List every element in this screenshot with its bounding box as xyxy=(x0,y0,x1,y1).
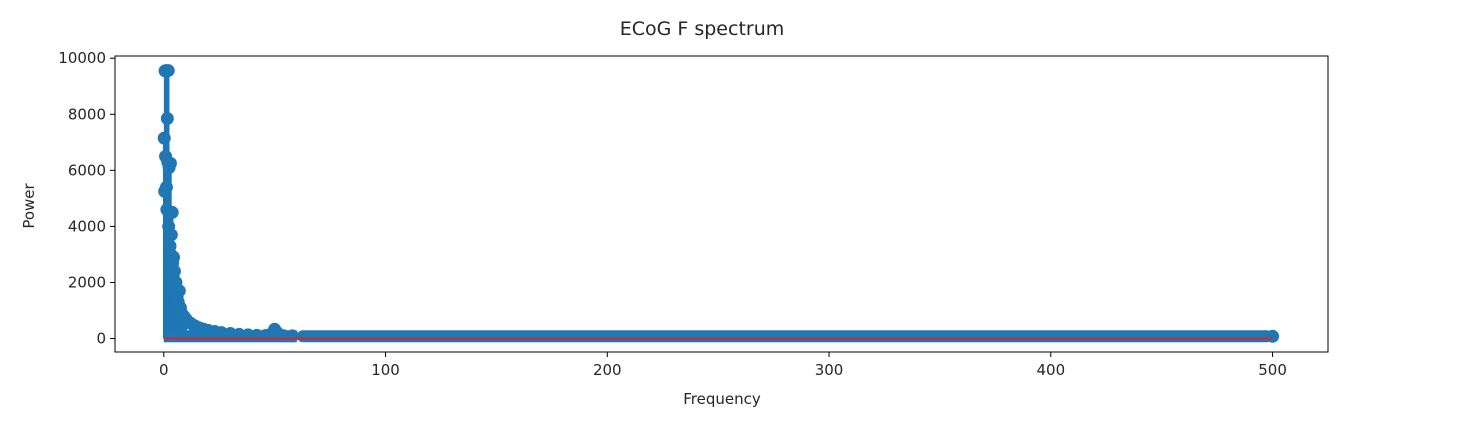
x-tick-label: 400 xyxy=(1036,361,1065,379)
x-tick-label: 500 xyxy=(1258,361,1287,379)
y-tick-label: 6000 xyxy=(68,161,106,179)
data-point xyxy=(164,228,178,242)
x-axis-label: Frequency xyxy=(683,390,761,408)
axes-frame xyxy=(114,55,1329,353)
y-tick-label: 4000 xyxy=(68,217,106,235)
x-tick-label: 300 xyxy=(815,361,844,379)
data-point xyxy=(157,131,171,145)
plot-area xyxy=(157,64,1280,343)
data-point xyxy=(167,264,181,278)
data-point xyxy=(159,180,173,194)
axes: 0 100 200 300 400 500 0 2000 4000 6000 8000 10000 xyxy=(58,49,1329,379)
data-point xyxy=(165,205,179,219)
x-tick-label: 200 xyxy=(593,361,622,379)
y-tick-label: 0 xyxy=(96,330,106,348)
y-axis-label: Power xyxy=(20,182,38,228)
y-tick-label: 8000 xyxy=(68,105,106,123)
y-tick-label: 10000 xyxy=(58,49,106,67)
data-point xyxy=(163,156,177,170)
x-tick-label: 100 xyxy=(371,361,400,379)
data-point xyxy=(1266,329,1280,343)
x-tick-label: 0 xyxy=(159,361,169,379)
y-tick-label: 2000 xyxy=(68,273,106,291)
data-point xyxy=(167,250,181,264)
data-point xyxy=(160,112,174,126)
data-point xyxy=(285,329,299,343)
data-point xyxy=(172,284,186,298)
floor-marker-band xyxy=(296,330,1273,343)
chart-title: ECoG F spectrum xyxy=(620,18,785,40)
data-point xyxy=(161,64,175,78)
